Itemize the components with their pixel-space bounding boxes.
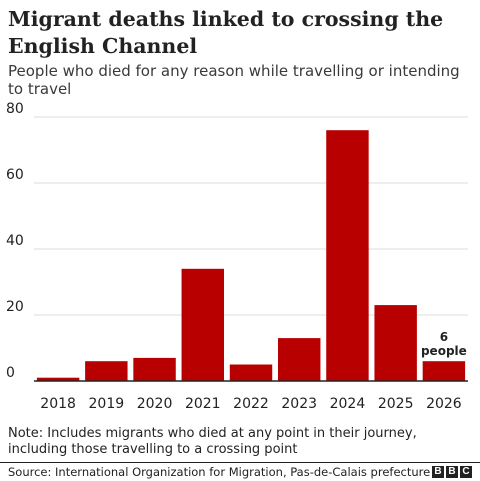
x-tick-label: 2018 (40, 396, 76, 412)
bar (133, 357, 176, 381)
data-label: people (421, 344, 467, 358)
bbc-logo-letter: C (460, 466, 472, 478)
bar (181, 268, 224, 381)
bbc-logo-letter: B (446, 466, 458, 478)
bar (374, 305, 417, 381)
bbc-logo: B B C (432, 466, 472, 478)
x-tick-label: 2025 (378, 396, 414, 412)
chart-title: Migrant deaths linked to crossing the En… (8, 7, 444, 58)
bar (422, 361, 466, 381)
y-tick-label: 40 (6, 233, 24, 249)
data-label: 6 (440, 330, 448, 344)
x-tick-label: 2024 (330, 396, 366, 412)
chart-footer: Source: International Organization for M… (0, 462, 480, 481)
chart-note: Note: Includes migrants who died at any … (8, 426, 417, 457)
y-tick-label: 80 (6, 101, 24, 117)
chart-subtitle: People who died for any reason while tra… (8, 62, 460, 98)
bar (36, 377, 80, 381)
x-tick-label: 2026 (426, 396, 462, 412)
bar (85, 361, 128, 381)
bar (278, 338, 321, 381)
x-tick-label: 2021 (185, 396, 221, 412)
y-tick-label: 60 (6, 167, 24, 183)
source-text: Source: International Organization for M… (8, 465, 431, 479)
x-tick-label: 2022 (233, 396, 269, 412)
y-tick-label: 0 (6, 365, 15, 381)
bar (229, 364, 273, 381)
bar (326, 130, 369, 381)
bbc-logo-letter: B (432, 466, 444, 478)
y-tick-label: 20 (6, 299, 24, 315)
bar-chart: 0 20 40 60 80 2018 2019 2020 2021 2022 2023 2024 202… (6, 101, 468, 412)
x-tick-label: 2019 (89, 396, 125, 412)
x-tick-label: 2023 (281, 396, 317, 412)
x-tick-label: 2020 (137, 396, 173, 412)
